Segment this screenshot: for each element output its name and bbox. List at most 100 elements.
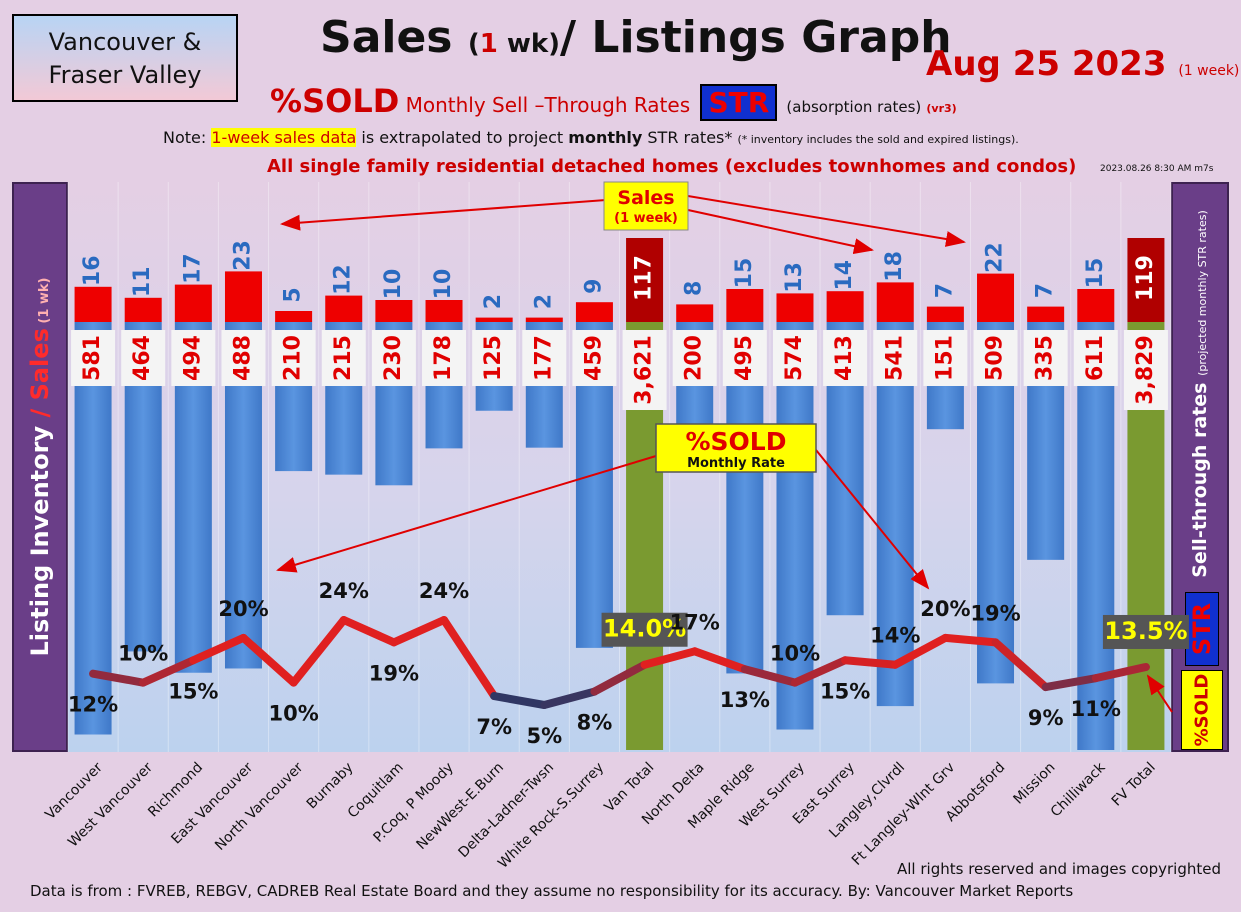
sold-line-segment (790, 656, 850, 687)
sales-bar (977, 273, 1015, 322)
sold-label: 17% (670, 610, 720, 634)
sales-bar (676, 304, 714, 322)
subtitle-version: (vr3) (926, 102, 957, 115)
inventory-label-box (973, 330, 1018, 386)
category-label: North Vancouver (212, 759, 306, 853)
note-highlight: 1-week sales data (211, 128, 357, 147)
sales-bar (425, 300, 463, 322)
sold-line-segment (841, 656, 900, 669)
region-line-1: Vancouver & (48, 28, 202, 56)
sales-bar (174, 284, 212, 322)
category-label: Mission (1010, 760, 1058, 808)
annotation-arrows (276, 195, 1173, 713)
sold-line-segment (189, 633, 248, 665)
grid-lines (67, 182, 1172, 752)
sales-label: 2 (531, 294, 556, 309)
inventory-label-box (271, 330, 316, 386)
sold-label: 19% (369, 661, 419, 685)
inventory-label-box (221, 330, 266, 386)
sold-line-segment (89, 669, 148, 687)
sales-callout: Sales (1 week) (603, 181, 689, 231)
sold-line-segment (440, 616, 499, 701)
sold-label: 9% (1028, 706, 1064, 730)
sold-label: 7% (476, 715, 512, 739)
inventory-label-box (1023, 330, 1068, 386)
sales-label: 15 (732, 258, 757, 289)
sales-arrow-right (687, 195, 966, 247)
inventory-label-box (722, 330, 767, 386)
category-label: West Vancouver (65, 759, 156, 850)
sales-label: 13 (782, 262, 807, 293)
sales-bar (1077, 289, 1115, 322)
sold-line-segment (590, 660, 649, 696)
title-one: 1 (479, 29, 498, 59)
region-line-2: Fraser Valley (48, 61, 202, 89)
sold-callout-sub: Monthly Rate (687, 456, 785, 471)
total-sold-box (1102, 614, 1189, 649)
sales-label: 22 (983, 242, 1008, 273)
sold-rate-line (89, 616, 1150, 709)
subtitle-sold: %SOLD (270, 82, 400, 120)
sold-label: 24% (319, 579, 369, 603)
sold-arrow-right (815, 449, 930, 590)
sales-callout-title: Sales (617, 187, 674, 209)
sales-callout-sub: (1 week) (614, 211, 678, 226)
inventory-label: 3,621 (632, 335, 657, 405)
inventory-label: 125 (481, 335, 506, 381)
title-paren-open: ( (467, 29, 480, 59)
page-title: Sales (1 wk)/ Listings Graph (320, 12, 952, 63)
total-sold-box (601, 612, 688, 647)
sales-label: 18 (882, 251, 907, 282)
inventory-bar (776, 322, 814, 730)
inventory-label: 151 (932, 335, 957, 381)
inventory-label: 574 (782, 335, 807, 381)
sold-callout-box (655, 423, 817, 473)
inventory-label-box (171, 330, 216, 386)
region-box: Vancouver & Fraser Valley (12, 14, 238, 102)
inventory-label-box (1123, 330, 1168, 410)
sales-bar (726, 289, 764, 322)
sold-line-segment (640, 647, 699, 669)
title-wk: wk) (497, 29, 561, 59)
sold-label: 10% (118, 642, 168, 666)
sales-bar (74, 286, 112, 322)
note-line: Note: 1-week sales data is extrapolated … (163, 128, 1019, 147)
title-listings: / Listings Graph (560, 12, 952, 63)
timestamp: 2023.08.26 8:30 AM m7s (1100, 164, 1214, 174)
sales-bar (475, 317, 513, 322)
sales-label: 119 (1133, 255, 1158, 301)
inventory-label: 611 (1083, 335, 1108, 381)
date-sub: (1 week) (1178, 63, 1240, 79)
sales-arrow-left (280, 199, 607, 231)
sold-label: 24% (419, 579, 469, 603)
sold-line-segment (1091, 662, 1150, 683)
sales-bar (325, 295, 363, 322)
sold-label: 5% (526, 724, 562, 748)
inventory-label-box (321, 330, 366, 386)
sales-label: 5 (281, 287, 306, 302)
copyright-note: All rights reserved and images copyright… (897, 860, 1221, 878)
sales-arrow-mid (687, 209, 874, 254)
inventory-label-box (772, 330, 817, 386)
date-main: Aug 25 2023 (926, 44, 1167, 84)
sales-label: 2 (481, 294, 506, 309)
sales-bar (275, 311, 313, 322)
sold-line-segment (389, 616, 449, 647)
inventory-bar (876, 322, 914, 707)
title-sales: Sales (320, 12, 468, 63)
sales-callout-box (603, 181, 689, 231)
inventory-label-box (522, 330, 567, 386)
note-mid: is extrapolated to project (356, 128, 569, 147)
sold-label: 8% (577, 711, 613, 735)
sold-line-segment (690, 647, 749, 674)
left-axis-panel: Listing Inventory / Sales (1 wk) (12, 182, 68, 752)
sold-label: 15% (820, 679, 870, 703)
sales-label: 117 (632, 255, 657, 301)
sold-rate-labels: 12%10%15%20%10%24%19%24%7% 5%8%14.0%17%13… (68, 579, 1189, 748)
inventory-label-box (371, 330, 416, 386)
subtitle-absorption: (absorption rates) (786, 98, 922, 116)
right-axis-panel: Sell-through rates (projected monthly ST… (1171, 182, 1229, 752)
sold-label: 19% (970, 601, 1020, 625)
sales-bar (124, 297, 162, 322)
sold-line-segment (339, 616, 398, 647)
